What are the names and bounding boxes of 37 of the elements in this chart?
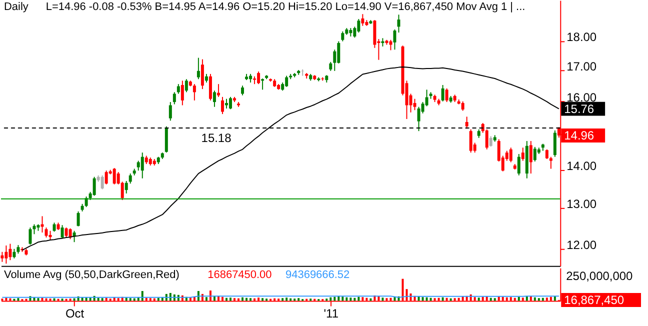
annotation: 94369666.52 [286,268,350,281]
y-tick-label: 12.00 [566,238,597,252]
chart-title: Daily [4,1,29,14]
y-tick-label: 14.00 [566,158,597,173]
chart-subtitle: L=14.96 -0.08 -0.53% B=14.95 A=14.96 O=15.20 Hi=15.20 Lo=14.90 V=16,867,450 Mov Avg 1 | ... [46,1,526,14]
bar [490,298,492,301]
x-tick-label: Oct [65,306,85,320]
text: 250,000,000 [566,268,634,283]
y-tick-label: 17.00 [566,60,597,74]
bar [286,298,288,301]
bar [73,298,76,301]
bar [358,296,360,301]
annotation: Volume Avg (50,50,DarkGreen,Red) [4,268,180,281]
bar [133,298,136,301]
bar [346,297,348,301]
bar [494,298,496,301]
x-tick-label: '11 [324,306,339,320]
bar [290,298,292,301]
ref-line-label: 15.18 [201,131,232,146]
bar [354,298,356,301]
bar [213,296,216,301]
text: 14.96 [564,128,594,142]
y-tick-label: 18.00 [566,30,597,44]
bar [225,298,228,301]
bar [370,298,372,301]
bar [442,297,444,301]
bar [282,298,284,301]
text: 16,867,450 [564,292,624,307]
bar [205,297,208,301]
bar [426,297,428,301]
bar [298,298,300,301]
bar [141,291,144,301]
bar [350,298,352,301]
bar [422,297,424,301]
bar [430,298,432,301]
y-tick-label: 13.00 [566,196,597,211]
annotation: 16867450.00 [208,268,272,281]
